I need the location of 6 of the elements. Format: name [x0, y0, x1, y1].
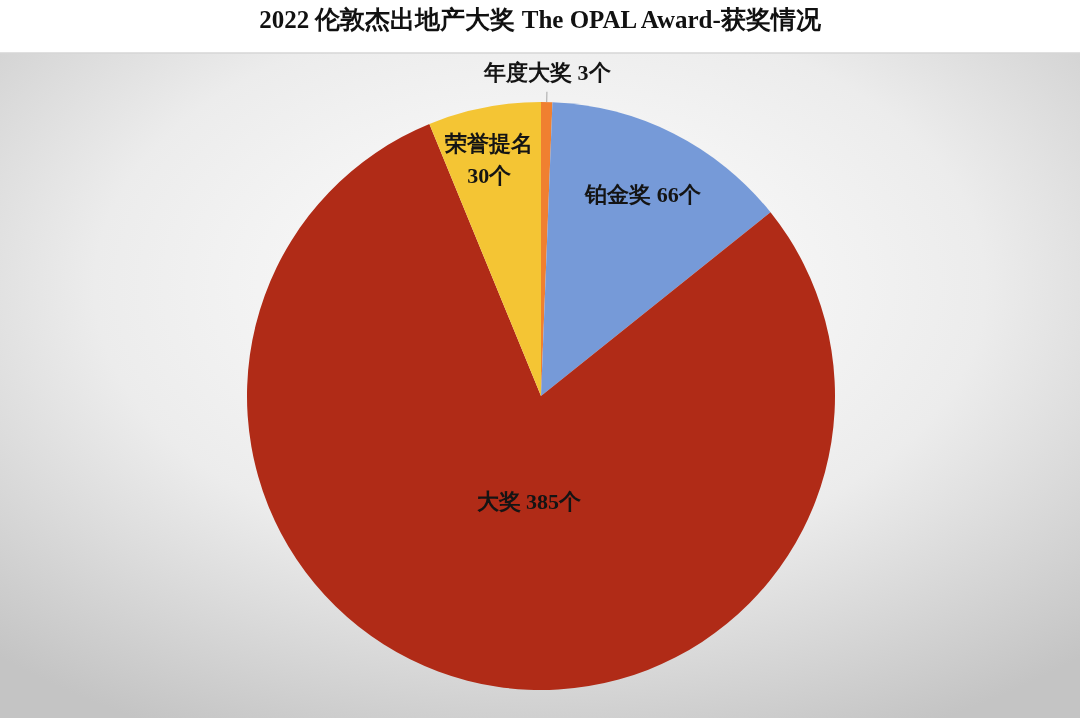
slice-label: 铂金奖 66个 — [584, 181, 701, 207]
slice-label: 荣誉提名 — [444, 131, 534, 157]
slice-label: 大奖 385个 — [476, 489, 582, 515]
data-label: 30个 — [467, 163, 512, 189]
title: 2022 伦敦杰出地产大奖 The OPAL Award-获奖情况 — [259, 6, 821, 33]
slice-label: 年度大奖 3个 — [483, 60, 611, 86]
